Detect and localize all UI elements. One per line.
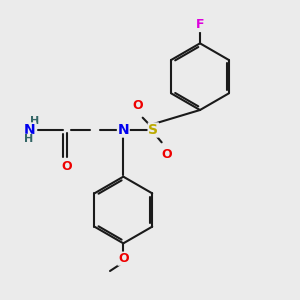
Text: N: N xyxy=(24,123,36,137)
Text: S: S xyxy=(148,123,158,137)
Text: O: O xyxy=(132,99,143,112)
Text: F: F xyxy=(196,19,204,32)
Text: H: H xyxy=(24,134,33,144)
Text: O: O xyxy=(118,252,129,265)
Text: N: N xyxy=(118,123,129,137)
Text: H: H xyxy=(30,116,40,126)
Text: O: O xyxy=(161,148,172,161)
Text: O: O xyxy=(61,160,72,172)
